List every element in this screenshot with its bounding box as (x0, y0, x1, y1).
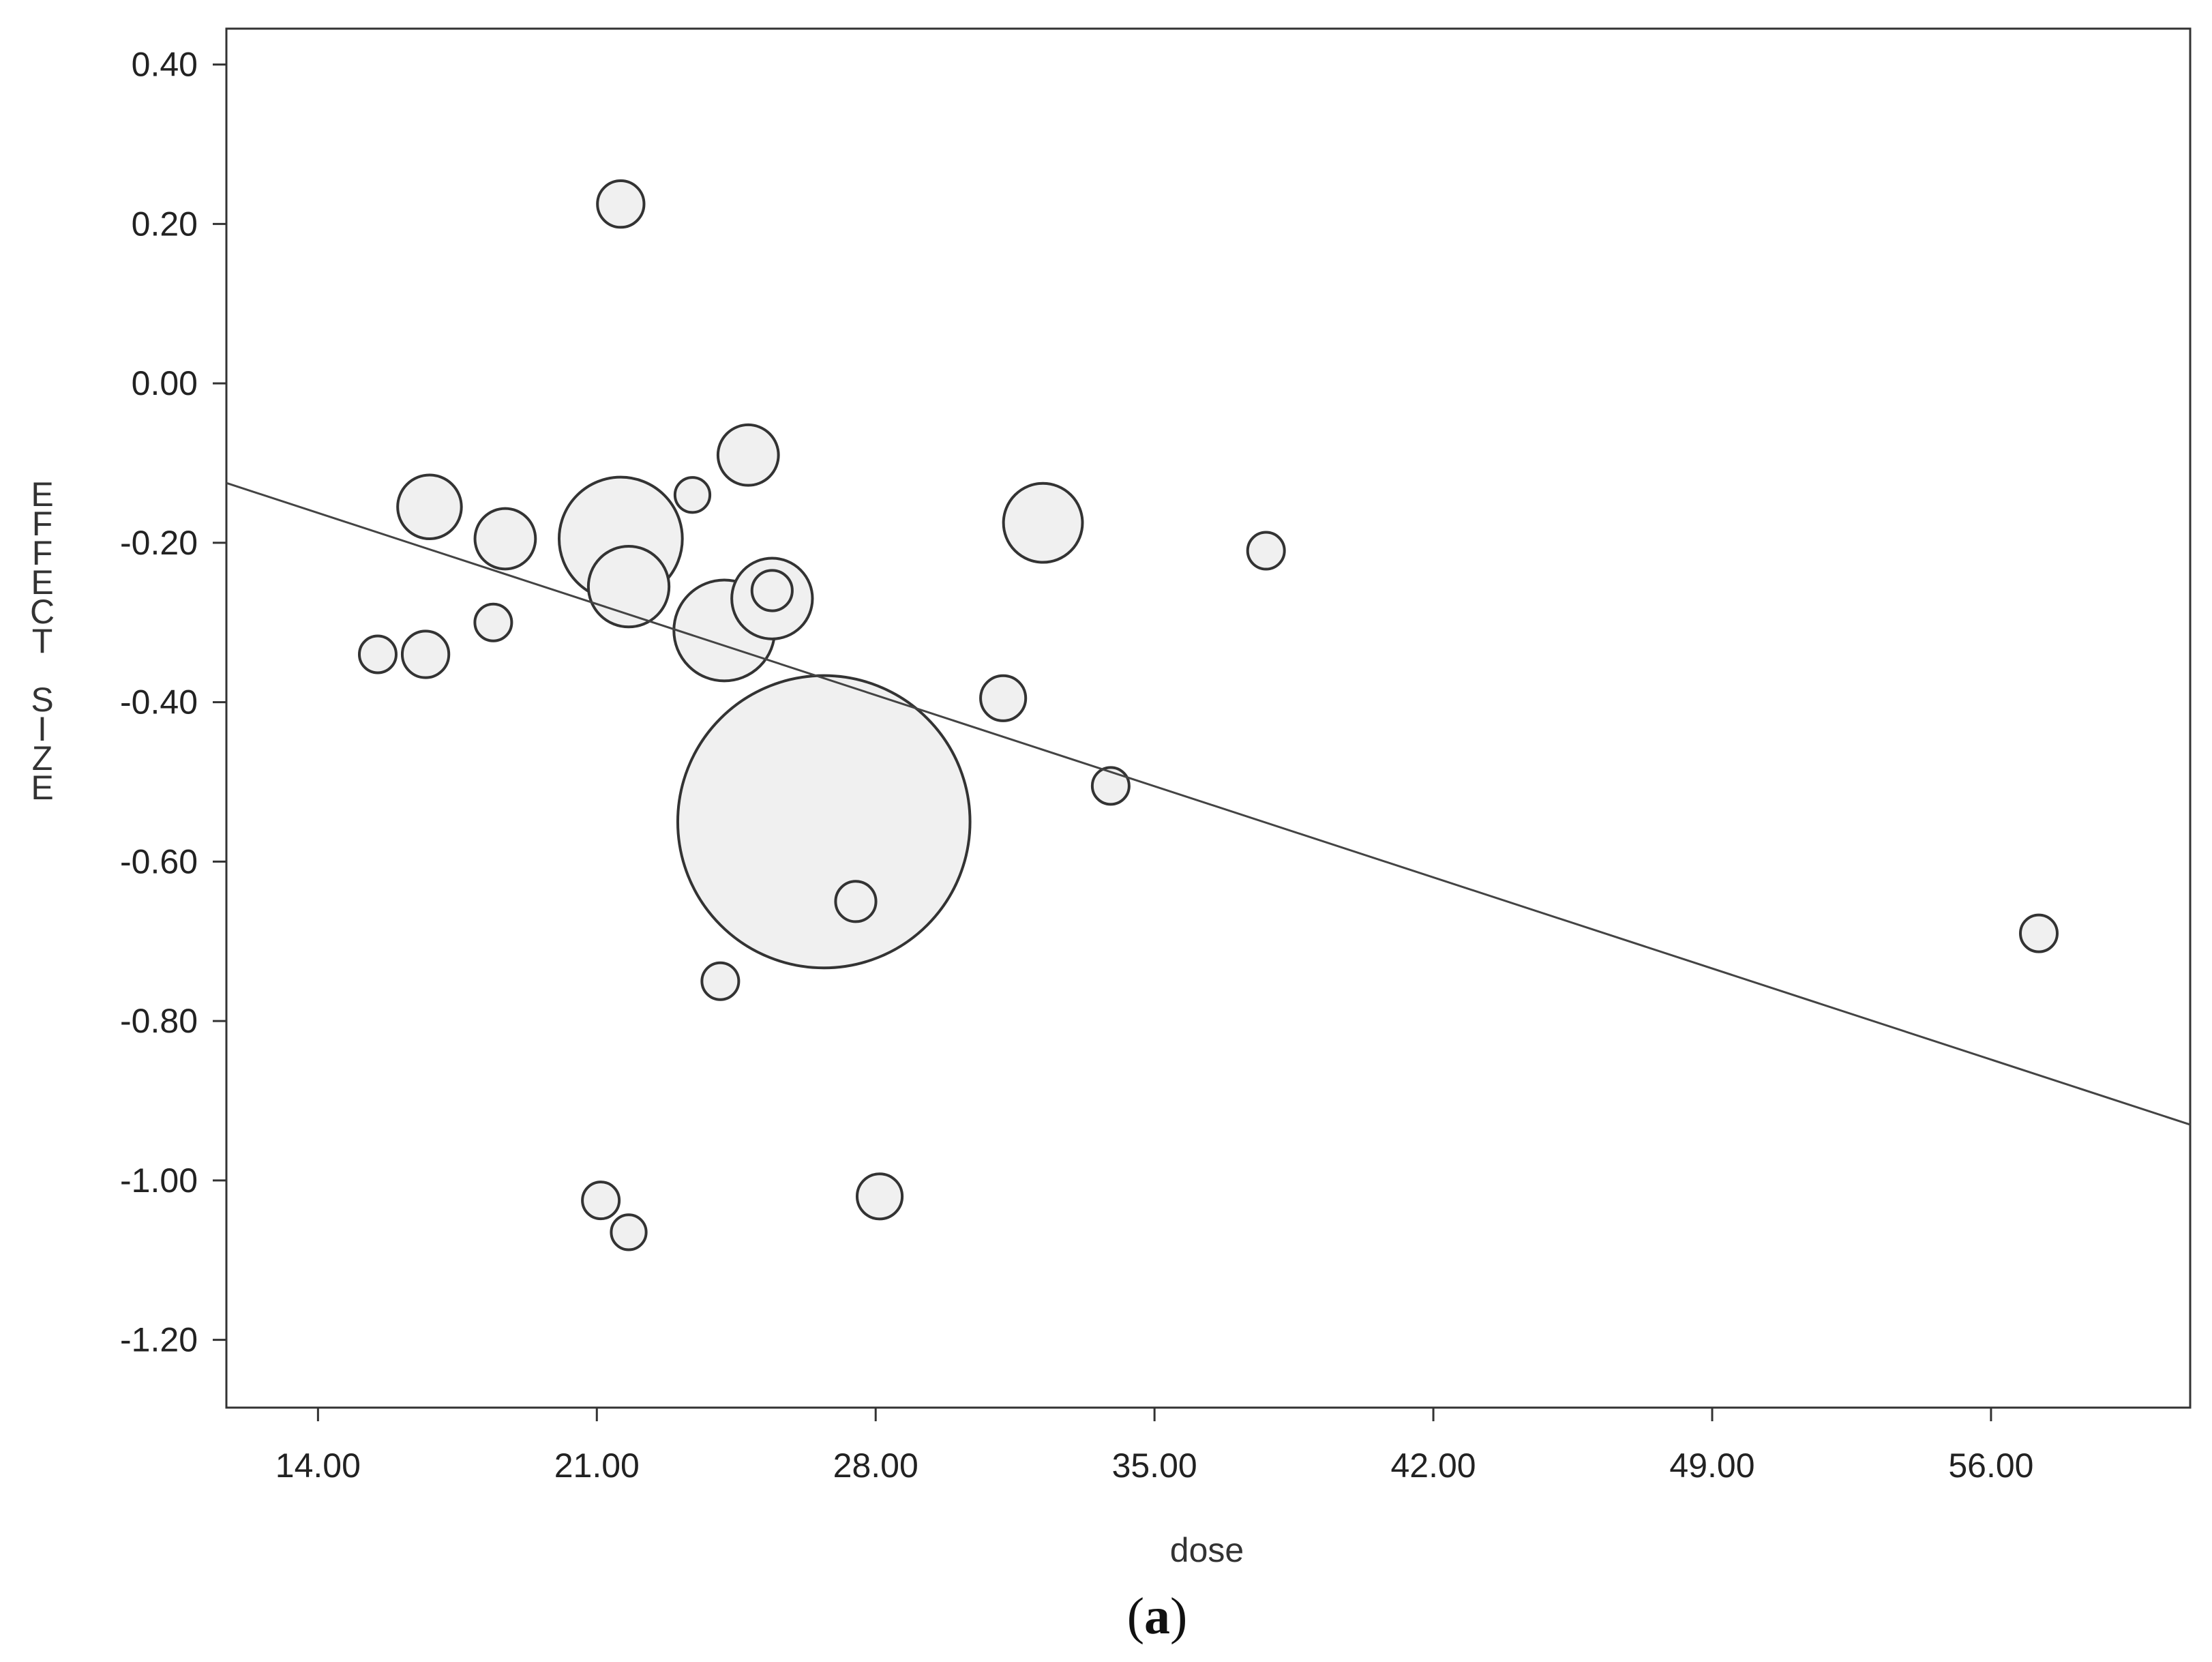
y-tick-label: 0.20 (132, 205, 198, 243)
y-axis-title-char: I (38, 710, 47, 748)
data-point (676, 674, 972, 970)
data-point (473, 507, 537, 571)
data-point (357, 634, 398, 674)
y-axis-title-char: Z (32, 739, 53, 777)
y-tick-label: -0.40 (120, 683, 198, 722)
data-point (673, 476, 712, 514)
y-axis-title-char: F (32, 534, 53, 572)
data-point (700, 961, 741, 1001)
x-tick-label: 42.00 (1390, 1446, 1476, 1485)
y-tick-label: -0.20 (120, 524, 198, 562)
data-point (855, 1172, 904, 1221)
x-tick-label: 14.00 (275, 1446, 361, 1485)
x-tick-label: 49.00 (1669, 1446, 1754, 1485)
y-axis-title-char: S (31, 681, 53, 719)
x-tick-label: 35.00 (1112, 1446, 1197, 1485)
data-point (1002, 481, 1084, 564)
y-axis-title-char: T (32, 622, 53, 660)
figure-caption: (a) (1127, 1588, 1188, 1645)
data-point (396, 473, 463, 541)
y-axis-title-char: E (31, 475, 53, 514)
data-point (610, 1213, 648, 1251)
x-axis-title: dose (1170, 1531, 1244, 1569)
x-tick-label: 28.00 (833, 1446, 918, 1485)
plot-frame (225, 27, 2192, 1409)
regression-line (226, 481, 2191, 1126)
data-point (1246, 531, 1286, 571)
y-tick-label: -0.80 (120, 1002, 198, 1040)
bubble-points (357, 179, 2059, 1251)
y-axis-title-char: F (32, 505, 53, 543)
data-point (716, 423, 780, 487)
y-axis-title-char: E (31, 769, 53, 807)
y-tick-label: -1.00 (120, 1161, 198, 1200)
data-point (834, 880, 878, 923)
data-point (473, 602, 513, 642)
y-tick-label: 0.40 (132, 46, 198, 84)
axis-ticks: 0.40 0.20 0.00 -0.20 -0.40 -0.60 -0.80 -1.00 -1.… (120, 46, 2033, 1485)
data-point (581, 1181, 621, 1221)
y-axis-title-char: E (31, 563, 53, 602)
x-tick-label: 56.00 (1948, 1446, 2033, 1485)
data-point (1090, 766, 1131, 806)
y-tick-label: 0.00 (132, 364, 198, 402)
data-point (979, 674, 1028, 722)
y-axis-title-char: C (30, 593, 55, 631)
y-tick-label: -0.60 (120, 842, 198, 880)
data-point (2019, 913, 2059, 953)
y-tick-label: -1.20 (120, 1321, 198, 1359)
x-tick-label: 21.00 (554, 1446, 640, 1485)
data-point (400, 629, 451, 679)
data-point (596, 179, 646, 229)
data-point (750, 569, 794, 612)
